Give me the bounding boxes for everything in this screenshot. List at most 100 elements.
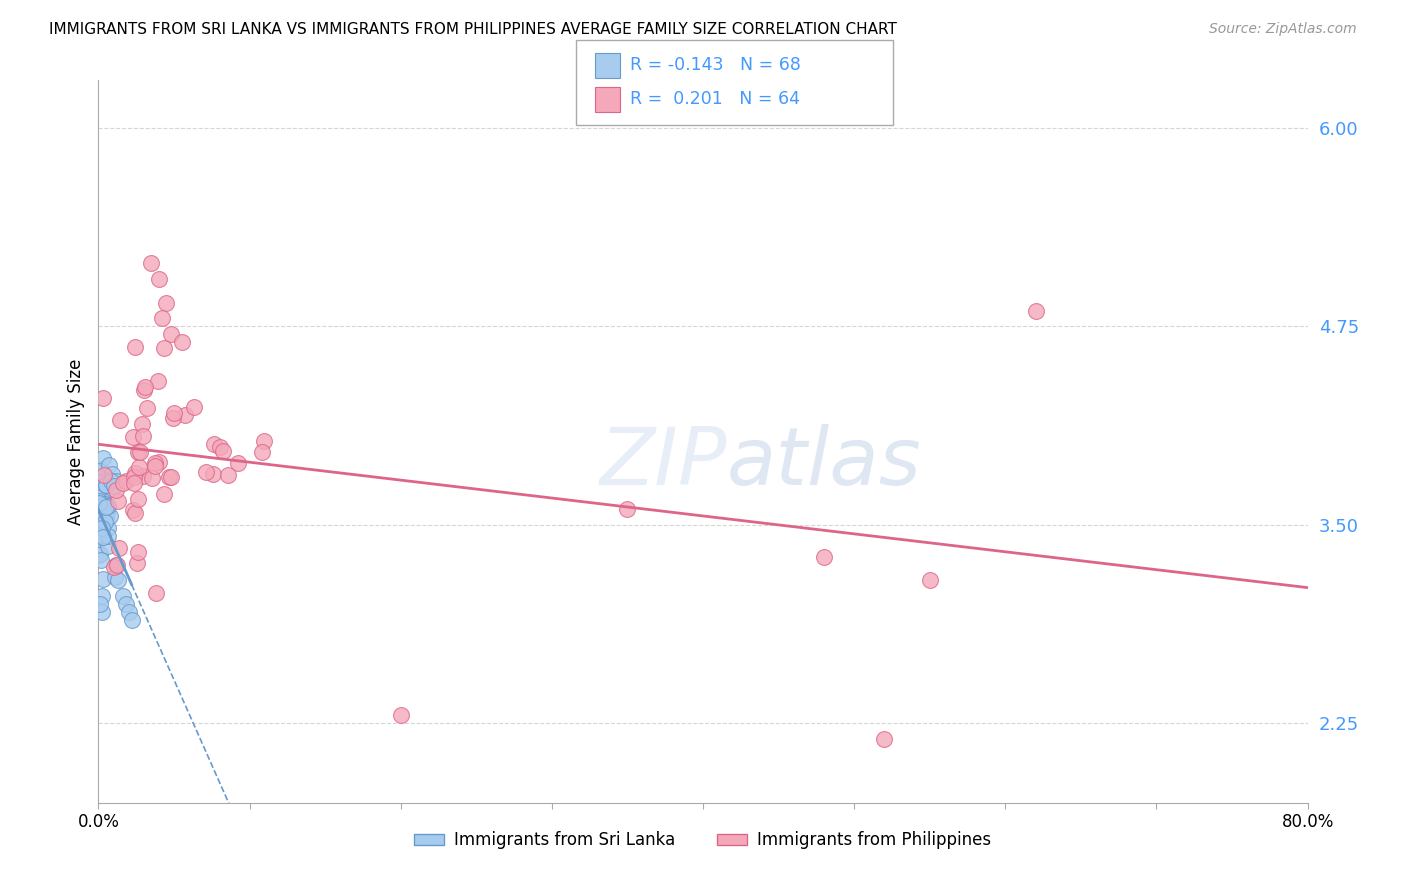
Point [94, 500, 117, 514]
Point [90, 515, 112, 529]
Point [134, 380, 156, 394]
Point [90, 605, 112, 619]
Y-axis label: Average Family Size: Average Family Size [66, 359, 84, 524]
Point [97, 500, 120, 514]
Point [91, 450, 114, 465]
Point [97, 521, 120, 535]
Point [90, 516, 112, 531]
Point [121, 429, 143, 443]
Point [162, 411, 184, 425]
Point [127, 492, 149, 507]
Point [97, 458, 120, 472]
Point [141, 256, 163, 270]
Point [118, 605, 141, 619]
Point [132, 383, 155, 397]
Point [90, 528, 112, 542]
Point [90, 476, 112, 491]
Point [157, 470, 180, 484]
Point [124, 506, 146, 520]
Point [112, 476, 135, 491]
Point [148, 272, 170, 286]
Point [90, 479, 112, 493]
Point [121, 503, 143, 517]
Point [128, 459, 150, 474]
Point [91, 525, 114, 540]
Point [153, 487, 176, 501]
Point [91, 391, 114, 405]
Point [145, 585, 167, 599]
Point [89, 528, 111, 542]
Point [97, 529, 120, 543]
Point [252, 445, 274, 459]
Point [91, 504, 114, 518]
Point [91, 572, 114, 586]
Point [89, 507, 111, 521]
Point [89, 481, 111, 495]
Point [90, 552, 112, 566]
Point [87, 497, 110, 511]
Point [124, 466, 146, 480]
Point [93, 467, 115, 482]
Point [103, 559, 125, 574]
Point [93, 530, 115, 544]
Point [194, 465, 217, 479]
Text: atlas: atlas [727, 425, 922, 502]
Point [873, 732, 896, 747]
Point [97, 539, 120, 553]
Point [105, 483, 128, 498]
Point [91, 518, 114, 533]
Point [160, 470, 183, 484]
Point [174, 408, 197, 422]
Point [143, 456, 166, 470]
Text: Source: ZipAtlas.com: Source: ZipAtlas.com [1209, 22, 1357, 37]
Point [129, 444, 152, 458]
Point [141, 470, 163, 484]
Point [228, 456, 250, 470]
Point [89, 530, 111, 544]
Point [104, 570, 127, 584]
Text: R = -0.143   N = 68: R = -0.143 N = 68 [630, 56, 801, 74]
Point [124, 340, 146, 354]
Point [91, 590, 114, 604]
Point [114, 597, 136, 611]
Point [87, 533, 110, 547]
Point [170, 335, 193, 350]
Point [131, 417, 153, 431]
Point [89, 509, 111, 524]
Point [90, 521, 112, 535]
Point [616, 502, 638, 516]
Point [89, 528, 111, 542]
Point [115, 474, 138, 488]
Point [108, 541, 131, 555]
Point [389, 708, 412, 723]
Point [135, 401, 157, 416]
Point [96, 505, 118, 519]
Point [94, 515, 117, 529]
Point [91, 522, 114, 536]
Point [93, 512, 115, 526]
Point [91, 493, 114, 508]
Point [90, 494, 112, 508]
Point [127, 545, 149, 559]
Point [91, 504, 114, 518]
Point [918, 574, 941, 588]
Point [94, 512, 117, 526]
Point [122, 470, 145, 484]
Point [110, 412, 132, 426]
Point [107, 493, 129, 508]
Point [94, 500, 117, 514]
Point [89, 597, 111, 611]
Point [127, 444, 149, 458]
Text: IMMIGRANTS FROM SRI LANKA VS IMMIGRANTS FROM PHILIPPINES AVERAGE FAMILY SIZE COR: IMMIGRANTS FROM SRI LANKA VS IMMIGRANTS … [49, 22, 897, 37]
Point [90, 523, 112, 537]
Point [94, 478, 117, 492]
Point [813, 549, 835, 564]
Point [89, 475, 111, 489]
Point [183, 401, 205, 415]
Point [90, 470, 112, 484]
Point [153, 342, 176, 356]
Point [202, 467, 225, 481]
Point [163, 406, 186, 420]
Point [212, 444, 235, 458]
Point [209, 441, 232, 455]
